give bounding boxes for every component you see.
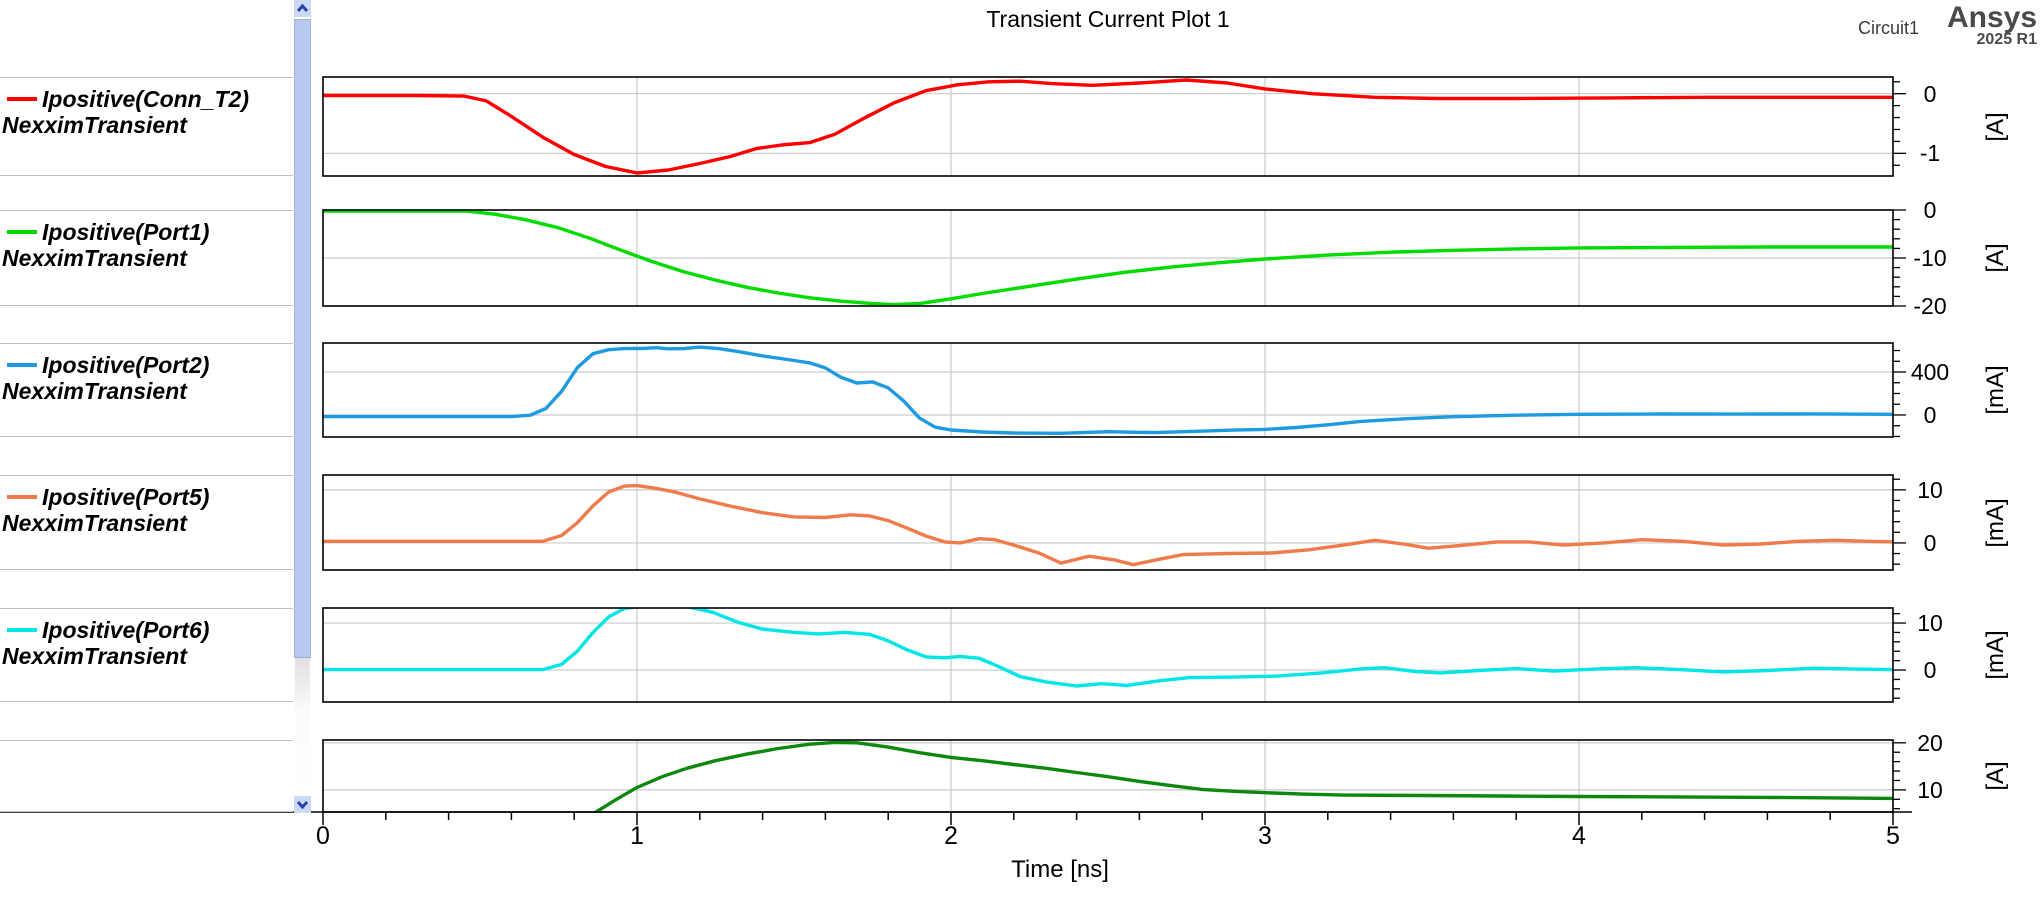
y-tick-label: 10 [1917, 776, 1943, 803]
legend-entry: Ipositive(Port5) NexximTransient [0, 476, 293, 536]
legend-trace-name: Ipositive(Port6) [0, 617, 293, 643]
legend-color-sample [7, 363, 37, 367]
legend-entry: Ipositive(Port2) NexximTransient [0, 344, 293, 404]
y-tick-label: 0 [1923, 657, 1937, 684]
vertical-scrollbar[interactable] [294, 0, 311, 813]
legend-trace-name: Ipositive(Port1) [0, 219, 293, 245]
legend-solution-name: NexximTransient [2, 112, 187, 138]
x-tick-label: 1 [630, 822, 644, 850]
brand-release: 2025 R1 [1976, 31, 2038, 48]
legend-solution-name: NexximTransient [2, 378, 187, 404]
scroll-up-button[interactable] [294, 0, 311, 17]
legend-trace-name: Ipositive(Conn_T2) [0, 86, 293, 112]
y-tick-label: -10 [1913, 245, 1947, 271]
plot-frame [322, 474, 1894, 571]
y-axis-unit: [mA] [1982, 497, 2009, 548]
y-tick-label: 10 [1917, 610, 1943, 637]
y-tick-label: -1 [1919, 140, 1941, 167]
legend-color-sample [7, 230, 37, 234]
brand-name: Ansys [1946, 1, 2037, 34]
legend-entry: Ipositive(Port6) NexximTransient [0, 609, 293, 669]
y-axis-unit: [A] [1982, 243, 2009, 273]
plot-4 [322, 474, 1906, 571]
trace-Ipositive(Port2)[interactable] [323, 345, 1893, 435]
legend-row-3[interactable]: Ipositive(Port2) NexximTransient [0, 343, 293, 437]
plot-frame [322, 342, 1894, 438]
x-tick-label: 4 [1572, 822, 1586, 850]
y-tick-label: 10 [1917, 476, 1943, 503]
x-tick-label: 2 [944, 822, 958, 850]
legend-row-5[interactable]: Ipositive(Port6) NexximTransient [0, 608, 293, 702]
legend-trace-name: Ipositive(Port5) [0, 484, 293, 510]
y-axis-unit: [A] [1982, 111, 2009, 142]
plot-frame [322, 607, 1894, 703]
trace-Ipositive(Port5)[interactable] [323, 483, 1893, 567]
y-axis-unit: [mA] [1982, 630, 2009, 680]
legend-solution-name: NexximTransient [2, 245, 187, 271]
legend-row-2[interactable]: Ipositive(Port1) NexximTransient [0, 210, 293, 306]
project-name: Circuit1 [1858, 18, 1920, 38]
legend-solution-name: NexximTransient [2, 643, 187, 669]
legend-entry: Ipositive(Port1) NexximTransient [0, 211, 293, 271]
y-tick-label: 0 [1923, 197, 1937, 223]
trace-Ipositive(Port1)[interactable] [323, 210, 1893, 306]
plot-title: Transient Current Plot 1 [986, 6, 1230, 32]
legend-row-6 [0, 740, 293, 812]
chevron-up-icon [296, 4, 309, 13]
plot-6 [322, 739, 1906, 833]
legend-row-1[interactable]: Ipositive(Conn_T2) NexximTransient [0, 77, 293, 176]
legend-trace-name: Ipositive(Port2) [0, 352, 293, 378]
y-tick-label: 0 [1923, 529, 1937, 556]
scroll-track[interactable] [295, 658, 310, 795]
plot-2 [322, 209, 1906, 307]
y-tick-label: -20 [1913, 293, 1947, 319]
y-tick-label: 20 [1917, 729, 1943, 756]
plot-1 [322, 76, 1906, 177]
trace-Ipositive(Conn_T2)[interactable] [323, 78, 1893, 175]
plot-3 [322, 342, 1906, 438]
y-tick-label: 400 [1910, 359, 1950, 385]
y-axis-unit: [A] [1982, 761, 2009, 791]
legend-row-4[interactable]: Ipositive(Port5) NexximTransient [0, 475, 293, 570]
y-tick-label: 0 [1923, 80, 1937, 107]
chevron-down-icon [296, 800, 309, 809]
legend-color-sample [7, 97, 37, 101]
y-tick-label: 0 [1923, 401, 1937, 428]
plot-5 [322, 605, 1906, 703]
scroll-down-button[interactable] [294, 796, 311, 813]
x-tick-label: 0 [316, 822, 330, 850]
legend-color-sample [7, 495, 37, 499]
x-tick-label: 3 [1258, 822, 1272, 850]
plot-frame [322, 76, 1894, 177]
legend-solution-name: NexximTransient [2, 510, 187, 536]
legend-entry: Ipositive(Conn_T2) NexximTransient [0, 78, 293, 138]
scroll-thumb[interactable] [294, 19, 311, 658]
x-tick-label: 5 [1886, 822, 1900, 850]
ansys-logo: Ansys 2025 R1 [1947, 2, 2037, 48]
y-axis-unit: [mA] [1982, 365, 2009, 415]
trace-Ipositive(Port6)[interactable] [323, 605, 1893, 688]
x-axis-title: Time [ns] [1011, 856, 1109, 883]
trace-plot6[interactable] [543, 740, 1893, 833]
legend-color-sample [7, 628, 37, 632]
